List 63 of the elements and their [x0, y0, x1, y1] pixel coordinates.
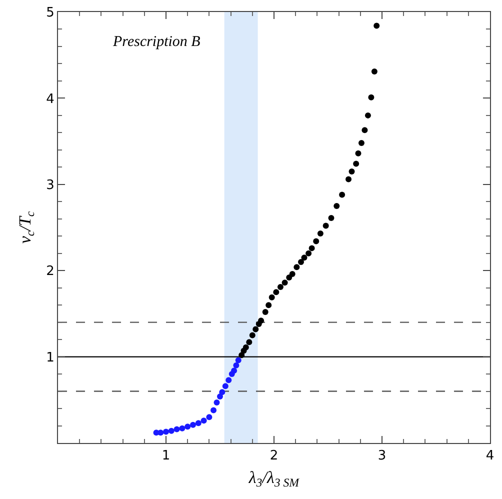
- point: [184, 424, 191, 430]
- point: [200, 418, 207, 424]
- point: [262, 308, 268, 315]
- point: [206, 414, 212, 420]
- point: [179, 425, 186, 432]
- point: [289, 271, 296, 278]
- point: [246, 339, 252, 346]
- point: [258, 318, 264, 324]
- point: [334, 202, 340, 209]
- x-tick-label: 3: [378, 448, 386, 464]
- point: [364, 112, 371, 118]
- point: [168, 428, 174, 434]
- point: [217, 393, 223, 400]
- point: [339, 192, 346, 198]
- point: [242, 344, 249, 350]
- x-tick-label: 4: [486, 448, 494, 464]
- y-tick-label: 1: [46, 350, 54, 366]
- x-tick-label: 1: [162, 448, 170, 464]
- y-tick-label: 5: [46, 6, 54, 21]
- point: [231, 368, 238, 374]
- point: [277, 284, 284, 290]
- point: [358, 140, 364, 146]
- point: [273, 289, 280, 296]
- y-tick-label: 3: [46, 178, 54, 193]
- point: [298, 258, 304, 265]
- point: [301, 254, 308, 261]
- point: [233, 362, 240, 368]
- point: [346, 176, 352, 182]
- point: [294, 264, 300, 270]
- point: [322, 222, 329, 229]
- point: [214, 399, 220, 406]
- point: [266, 302, 272, 308]
- point: [371, 68, 378, 74]
- point: [249, 332, 256, 338]
- point: [174, 426, 180, 432]
- point: [235, 357, 242, 364]
- point: [353, 160, 360, 167]
- annotation: Prescription B: [112, 34, 200, 50]
- point: [348, 168, 355, 174]
- point: [282, 280, 288, 286]
- point: [355, 150, 362, 156]
- x-tick-label: 2: [270, 448, 278, 464]
- point: [268, 294, 275, 300]
- point: [163, 428, 169, 435]
- y-tick-label: 2: [46, 264, 54, 280]
- point: [210, 407, 217, 414]
- point: [219, 389, 226, 396]
- point: [195, 420, 202, 426]
- y-tick-label: 4: [46, 92, 54, 107]
- point: [190, 422, 196, 428]
- point: [308, 245, 315, 252]
- point: [362, 127, 368, 134]
- point: [328, 215, 334, 222]
- point: [306, 250, 312, 256]
- point: [226, 377, 232, 384]
- point: [222, 383, 228, 390]
- point: [368, 94, 374, 100]
- x-axis-title: λ$_{3}$/λ$_{3 SM}$: [248, 468, 300, 490]
- point: [252, 326, 259, 332]
- point: [317, 230, 324, 237]
- point: [313, 238, 320, 244]
- point: [158, 430, 164, 436]
- point: [374, 22, 380, 29]
